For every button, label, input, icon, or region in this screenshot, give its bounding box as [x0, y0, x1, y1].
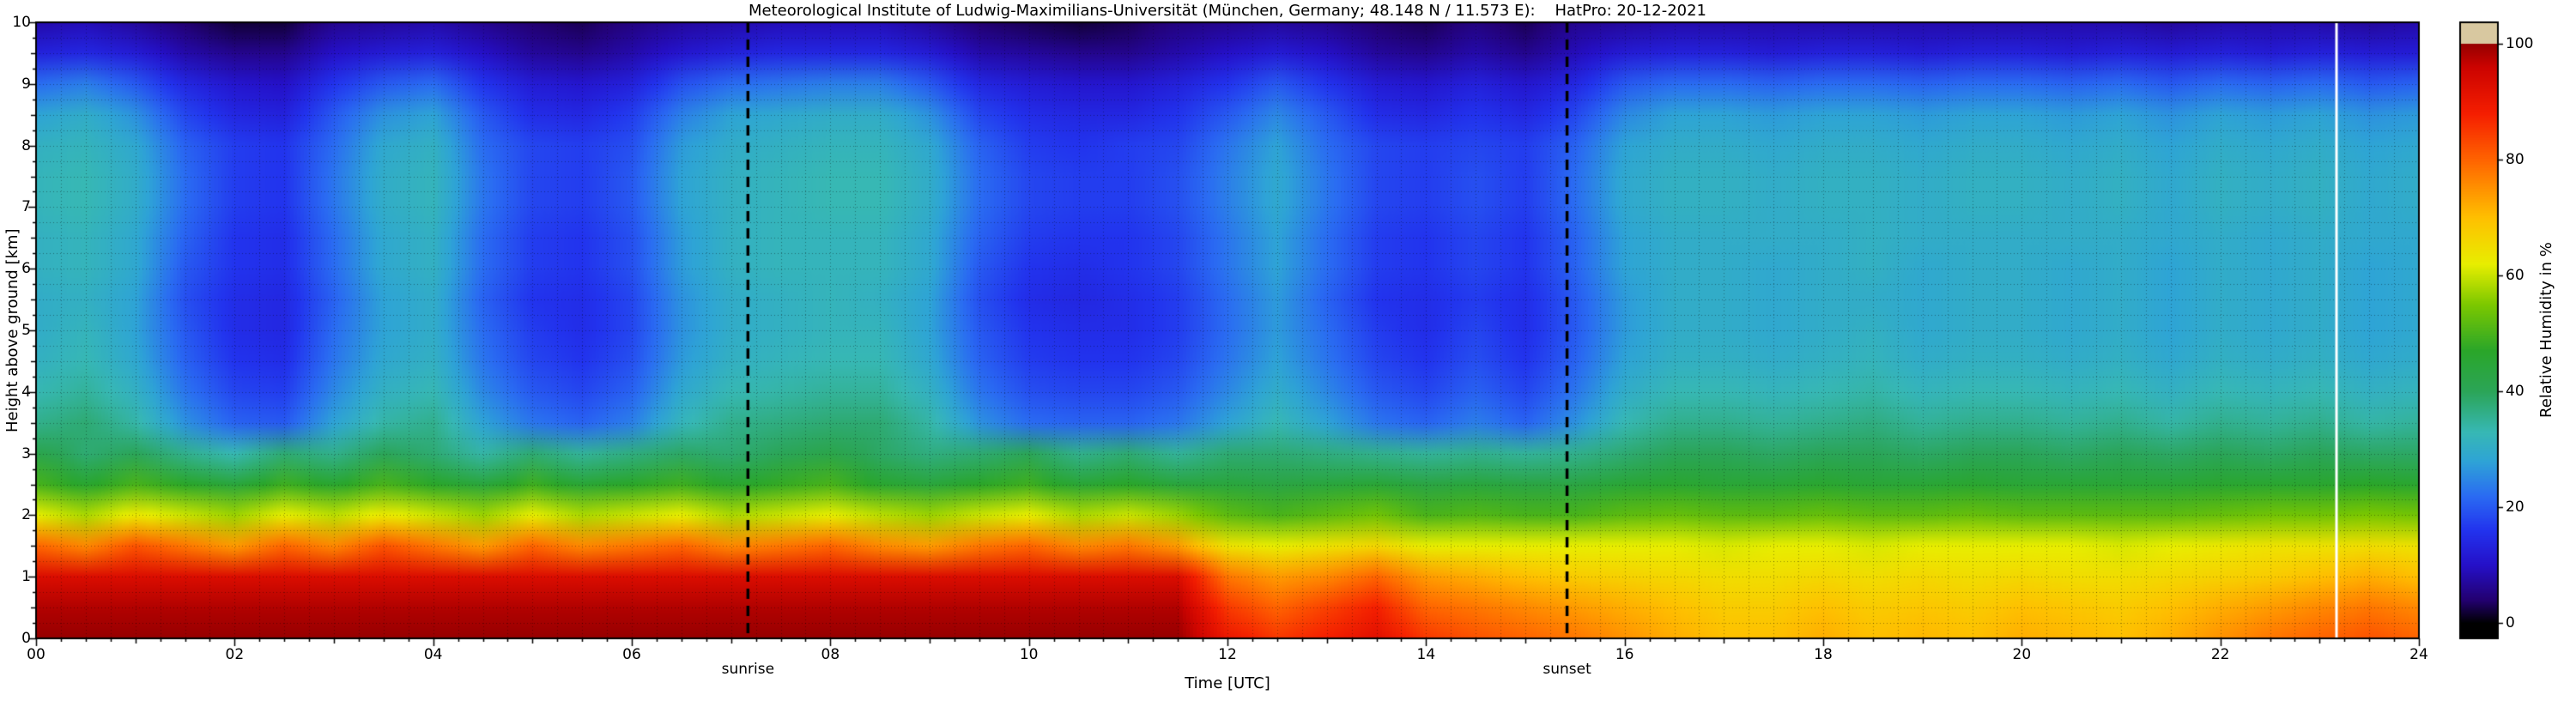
sunrise-label: sunrise — [721, 661, 775, 678]
x-axis-label: Time [UTC] — [1185, 674, 1270, 692]
x-tick-label: 18 — [1814, 646, 1833, 663]
colorbar-tick-label: 20 — [2506, 499, 2524, 516]
x-tick-label: 16 — [1615, 646, 1634, 663]
x-tick-label: 00 — [27, 646, 45, 663]
y-tick-label: 3 — [21, 444, 31, 462]
x-tick-label: 04 — [423, 646, 443, 663]
x-tick-label: 10 — [1019, 646, 1039, 663]
x-tick-label: 14 — [1416, 646, 1436, 663]
y-tick-label: 2 — [21, 506, 31, 524]
colorbar-tick-label: 60 — [2506, 267, 2524, 284]
y-tick-label: 4 — [21, 383, 31, 401]
y-tick-label: 9 — [21, 75, 31, 93]
y-tick-label: 6 — [21, 260, 31, 278]
chart-title: Meteorological Institute of Ludwig-Maxim… — [748, 2, 1707, 20]
colorbar-tick-label: 100 — [2506, 35, 2534, 52]
x-tick-label: 02 — [225, 646, 245, 663]
x-tick-label: 06 — [622, 646, 641, 663]
colorbar-label: Relative Humidity in % — [2537, 242, 2555, 419]
colorbar-tick-label: 80 — [2506, 151, 2524, 168]
y-axis-label: Height above ground [km] — [3, 228, 21, 432]
colorbar-tick-label: 0 — [2506, 614, 2515, 631]
y-tick-label: 0 — [21, 630, 31, 647]
x-tick-label: 12 — [1218, 646, 1237, 663]
y-tick-label: 8 — [21, 136, 31, 154]
y-tick-label: 10 — [12, 14, 31, 31]
x-tick-label: 08 — [821, 646, 840, 663]
y-tick-label: 7 — [21, 198, 31, 216]
x-tick-label: 24 — [2409, 646, 2428, 663]
sunset-label: sunset — [1543, 661, 1591, 678]
x-tick-label: 20 — [2012, 646, 2032, 663]
y-tick-label: 1 — [21, 568, 31, 586]
colorbar-tick-label: 40 — [2506, 383, 2524, 400]
x-tick-label: 22 — [2210, 646, 2230, 663]
y-tick-label: 5 — [21, 322, 31, 339]
